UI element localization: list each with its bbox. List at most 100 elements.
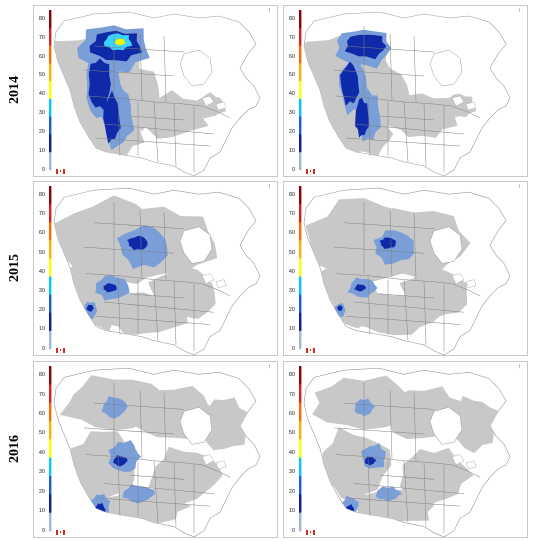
scale-segment [49, 439, 52, 458]
scale-tick-label: 60 [38, 411, 45, 418]
coverage-background-area [349, 487, 435, 523]
coverage-low [122, 484, 156, 504]
scale-segment [299, 439, 302, 458]
coverage-background-area [447, 395, 502, 454]
coverage-mid [379, 237, 396, 249]
coverage-background-area [444, 93, 477, 118]
scale-segment [299, 312, 302, 332]
scale-tick-label: 70 [288, 211, 295, 218]
scale-segment [49, 81, 52, 100]
map-panel: 80 70 60 50 40 30 20 10 0 ↑ [33, 5, 278, 177]
scale-tick-label: 60 [288, 411, 295, 418]
color-scale: 80 70 60 50 40 30 20 10 0 [284, 6, 306, 176]
map-canvas [284, 362, 527, 537]
map-canvas [284, 182, 527, 355]
scale-tick-label: 80 [38, 372, 45, 379]
scale-tick-label: 80 [38, 15, 45, 22]
scale-tick-label: 0 [41, 527, 45, 534]
scale-tick-label: 20 [38, 307, 45, 314]
scale-segment [49, 402, 52, 422]
scale-segment [299, 134, 302, 153]
north-arrow-icon: ↑ [518, 184, 521, 190]
scale-segment [299, 457, 302, 477]
scale-segment [49, 134, 52, 153]
year-label: 2015 [7, 253, 22, 282]
scale-tick-label: 30 [288, 469, 295, 476]
coverage-peak [114, 38, 126, 46]
north-arrow-icon: ↑ [518, 364, 521, 370]
color-scale: 80 70 60 50 40 30 20 10 0 [34, 6, 56, 176]
scale-tick-label: 50 [38, 249, 45, 256]
scale-tick-label: 60 [288, 230, 295, 237]
scale-tick-label: 10 [288, 147, 295, 154]
scale-tick-label: 80 [288, 372, 295, 379]
north-arrow-icon: ↑ [518, 8, 521, 14]
coverage-mid [103, 283, 117, 293]
scale-tick-label: 10 [288, 326, 295, 333]
scale-tick-label: 80 [288, 192, 295, 199]
scale-segment [49, 457, 52, 477]
scale-segment [299, 45, 302, 64]
scale-segment [49, 476, 52, 495]
scale-tick-label: 40 [38, 449, 45, 456]
scale-tick-label: 40 [288, 268, 295, 275]
scale-tick-label: 30 [288, 110, 295, 117]
scale-tick-label: 20 [38, 488, 45, 495]
coverage-low [375, 486, 403, 502]
scale-tick-label: 20 [288, 307, 295, 314]
map-panel: 80 70 60 50 40 30 20 10 0 ↑ [33, 361, 278, 538]
map-canvas [34, 6, 277, 176]
coverage-low [354, 398, 376, 417]
coverage-background-area [348, 292, 442, 336]
canada-flag-icon [56, 169, 65, 174]
scale-segment [299, 402, 302, 422]
scale-segment [299, 186, 302, 205]
scale-segment [299, 63, 302, 82]
scale-tick-label: 0 [291, 166, 295, 173]
color-scale: 80 70 60 50 40 30 20 10 0 [284, 182, 306, 355]
scale-segment [299, 81, 302, 100]
scale-tick-label: 50 [288, 72, 295, 79]
coverage-mid [86, 304, 94, 312]
map-panel: 80 70 60 50 40 30 20 10 0 ↑ [33, 181, 278, 356]
scale-tick-label: 60 [38, 53, 45, 60]
scale-tick-label: 50 [288, 249, 295, 256]
scale-tick-label: 10 [38, 326, 45, 333]
scale-tick-label: 10 [288, 508, 295, 515]
scale-segment [299, 10, 302, 29]
scale-tick-label: 50 [288, 430, 295, 437]
scale-tick-label: 30 [38, 469, 45, 476]
scale-segment [49, 384, 52, 403]
scale-segment [49, 494, 52, 513]
scale-tick-label: 0 [291, 345, 295, 352]
scale-segment [299, 276, 302, 295]
north-arrow-icon: ↑ [268, 364, 271, 370]
scale-tick-label: 70 [38, 211, 45, 218]
scale-tick-label: 40 [288, 449, 295, 456]
canada-flag-icon [56, 348, 65, 353]
scale-segment [299, 294, 302, 314]
scale-tick-label: 10 [38, 508, 45, 515]
coverage-mid [103, 90, 121, 144]
coverage-low [101, 395, 128, 419]
scale-segment [49, 10, 52, 29]
scale-segment [49, 294, 52, 314]
scale-tick-label: 70 [288, 34, 295, 41]
scale-segment [299, 240, 302, 259]
scale-segment [299, 330, 302, 350]
scale-segment [49, 366, 52, 385]
coverage-mid [364, 456, 377, 466]
scale-segment [299, 421, 302, 440]
coverage-mid [355, 97, 370, 138]
scale-tick-label: 0 [41, 166, 45, 173]
scale-tick-label: 70 [288, 391, 295, 398]
scale-segment [49, 421, 52, 440]
canada-flag-icon [56, 530, 65, 535]
scale-tick-label: 70 [38, 391, 45, 398]
color-scale: 80 70 60 50 40 30 20 10 0 [34, 362, 56, 537]
scale-tick-label: 80 [288, 15, 295, 22]
scale-tick-label: 70 [38, 34, 45, 41]
scale-segment [299, 384, 302, 403]
scale-segment [299, 494, 302, 513]
scale-segment [49, 512, 52, 532]
